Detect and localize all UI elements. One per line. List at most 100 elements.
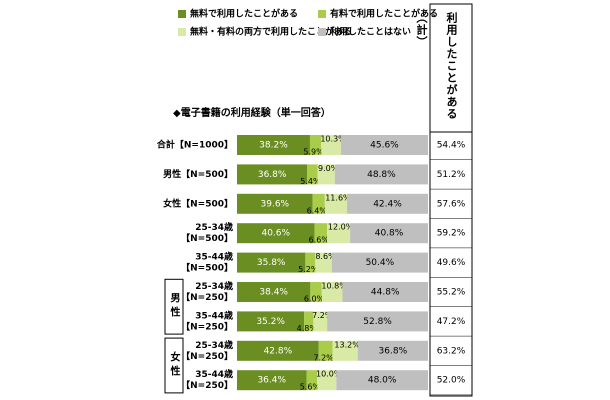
value-label: 40.8% xyxy=(375,229,404,239)
value-label: 10.3% xyxy=(320,135,346,144)
value-label: 5.4% xyxy=(300,177,321,186)
bar-segment xyxy=(321,135,341,155)
value-label: 11.6% xyxy=(325,193,351,202)
bar-segment xyxy=(237,164,308,185)
value-label: 7.2% xyxy=(313,353,334,362)
total-label: 47.2% xyxy=(437,317,466,327)
bar-segment xyxy=(340,135,428,155)
total-label: 49.6% xyxy=(437,258,466,268)
bar-segment xyxy=(237,223,315,244)
value-label: 35.8% xyxy=(257,258,286,268)
total-label: 59.2% xyxy=(437,229,466,239)
bar-segment xyxy=(357,340,428,361)
category-label: 【N=500】 xyxy=(181,233,233,244)
bar-segment xyxy=(334,164,428,185)
value-label: 9.0% xyxy=(318,164,339,173)
category-label: 【N=250】 xyxy=(181,351,233,362)
category-label: 【N=500】 xyxy=(181,263,233,274)
value-label: 8.6% xyxy=(315,252,336,261)
bar-segment xyxy=(317,164,335,185)
category-label: 35-44歳 xyxy=(195,368,233,380)
bar-segment xyxy=(317,370,337,391)
total-label: 63.2% xyxy=(437,346,466,356)
bar-segment xyxy=(237,193,313,214)
value-label: 6.4% xyxy=(307,206,328,215)
bar-segment xyxy=(336,370,428,391)
bar-segment xyxy=(309,135,322,155)
category-label: 【N=250】 xyxy=(181,292,233,303)
bar-segment xyxy=(321,282,343,302)
group-label: 男性 xyxy=(168,293,181,321)
group-box xyxy=(164,337,184,394)
value-label: 12.0% xyxy=(328,223,354,232)
value-label: 45.6% xyxy=(370,141,399,151)
category-label: 25-34歳 xyxy=(195,339,233,351)
bar-segment xyxy=(237,252,306,273)
value-label: 36.8% xyxy=(379,346,408,356)
bar-segment xyxy=(327,223,351,244)
value-label: 4.8% xyxy=(297,324,318,333)
value-label: 5.6% xyxy=(300,383,321,392)
total-header: 利用したことがある（計） xyxy=(415,12,458,120)
value-label: 40.6% xyxy=(261,229,290,239)
category-label: 【N=250】 xyxy=(181,321,233,332)
value-label: 48.8% xyxy=(367,170,396,180)
value-label: 10.0% xyxy=(316,370,342,379)
bar-segment xyxy=(332,340,358,361)
category-label: 合計【N=1000】 xyxy=(157,139,233,151)
value-label: 5.2% xyxy=(298,265,319,274)
value-label: 6.6% xyxy=(309,236,330,245)
bar-segment xyxy=(342,282,428,302)
group-label: 女性 xyxy=(168,350,181,379)
bar-segment xyxy=(304,311,314,332)
total-label: 51.2% xyxy=(437,170,466,180)
value-label: 50.4% xyxy=(366,258,395,268)
bar-segment xyxy=(315,252,332,273)
bar-segment xyxy=(306,370,318,391)
bar-segment xyxy=(237,311,305,332)
value-label: 7.2% xyxy=(312,311,333,320)
category-label: 【N=250】 xyxy=(181,380,233,391)
legend-swatch xyxy=(318,28,326,36)
value-label: 6.0% xyxy=(304,295,325,304)
value-label: 36.4% xyxy=(257,376,286,386)
value-label: 38.2% xyxy=(259,141,288,151)
bar-segment xyxy=(350,223,428,244)
category-label: 女性【N=500】 xyxy=(163,197,233,209)
bar-segment xyxy=(237,135,310,155)
value-label: 42.8% xyxy=(264,346,293,356)
legend-label: 無料・有料の両方で利用したことがある xyxy=(190,26,352,38)
total-label: 55.2% xyxy=(437,288,466,298)
legend-swatch xyxy=(178,10,186,18)
bar-segment xyxy=(347,193,428,214)
subtitle: ◆電子書籍の利用経験（単一回答） xyxy=(173,106,331,119)
legend-label: 有料で利用したことがある xyxy=(330,8,438,20)
bar-segment xyxy=(237,370,307,391)
bar-segment xyxy=(312,193,325,214)
legend-label: 利用したことはない xyxy=(329,26,411,38)
bar-segment xyxy=(331,252,428,273)
legend-swatch xyxy=(178,28,186,36)
value-label: 39.6% xyxy=(261,199,290,209)
legend-label: 無料で利用したことがある xyxy=(190,8,298,20)
value-label: 5.9% xyxy=(303,148,324,157)
value-label: 38.4% xyxy=(259,288,288,298)
bar-segment xyxy=(310,282,322,302)
bar-segment xyxy=(318,340,333,361)
category-label: 35-44歳 xyxy=(195,309,233,321)
total-box xyxy=(429,3,473,397)
category-label: 男性【N=500】 xyxy=(163,168,233,180)
category-label: 25-34歳 xyxy=(195,280,233,292)
value-label: 52.8% xyxy=(363,317,392,327)
value-label: 36.8% xyxy=(258,170,287,180)
bar-segment xyxy=(324,193,348,214)
total-label: 52.0% xyxy=(437,376,466,386)
category-label: 35-44歳 xyxy=(195,251,233,263)
value-label: 10.8% xyxy=(321,282,347,291)
bar-segment xyxy=(237,282,311,302)
group-box xyxy=(164,278,184,335)
category-label: 25-34歳 xyxy=(195,221,233,233)
value-label: 13.2% xyxy=(334,340,360,349)
bar-segment xyxy=(237,340,319,361)
